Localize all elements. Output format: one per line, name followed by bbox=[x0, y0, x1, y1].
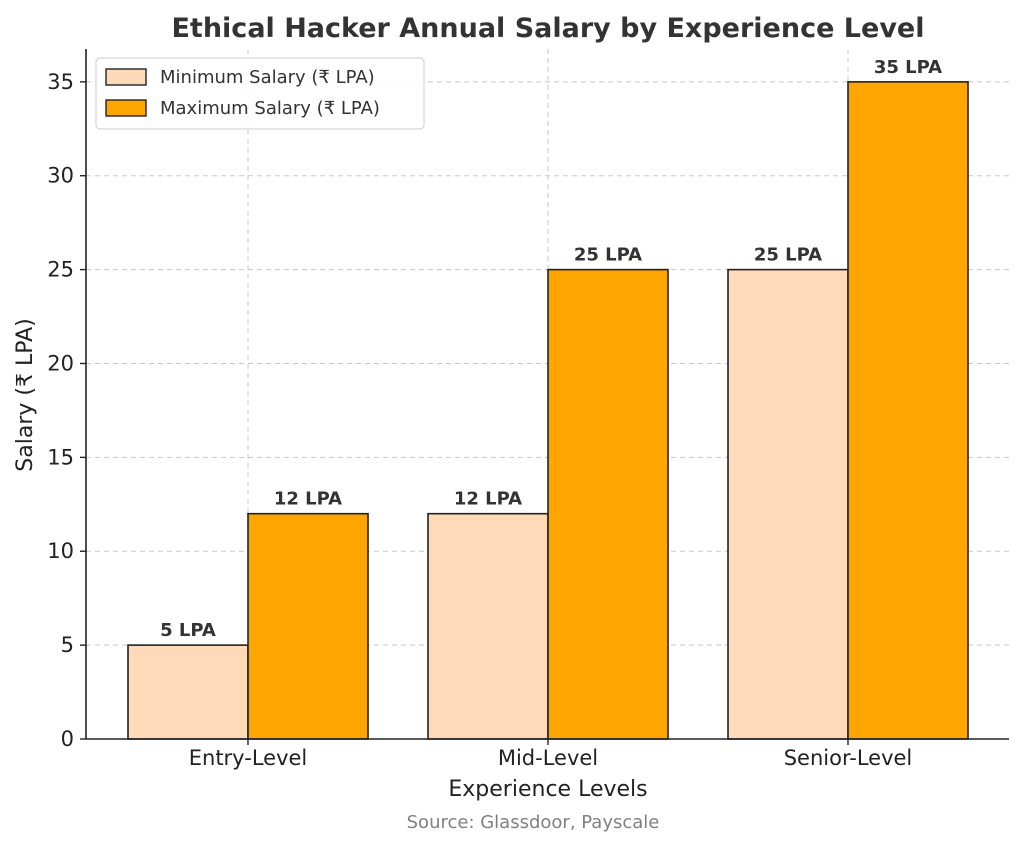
legend: Minimum Salary (₹ LPA) Maximum Salary (₹… bbox=[95, 57, 425, 130]
y-axis-label: Salary (₹ LPA) bbox=[13, 318, 38, 471]
data-label: 12 LPA bbox=[454, 489, 522, 510]
x-tick-label: Senior-Level bbox=[784, 746, 913, 770]
x-tick-label: Entry-Level bbox=[189, 746, 308, 770]
y-tick-label: 10 bbox=[47, 539, 74, 563]
legend-frame bbox=[95, 57, 425, 130]
legend-swatch-minimum bbox=[105, 68, 147, 86]
legend-label-maximum: Maximum Salary (₹ LPA) bbox=[160, 98, 380, 119]
y-tick-label: 0 bbox=[61, 727, 74, 751]
bar-maximum-senior-level bbox=[847, 81, 969, 740]
y-tick-label: 20 bbox=[47, 351, 74, 375]
bar-minimum-senior-level bbox=[727, 268, 849, 740]
bar-minimum-entry-level bbox=[127, 644, 249, 740]
data-label: 25 LPA bbox=[754, 245, 822, 266]
bars bbox=[127, 81, 969, 740]
y-tick-label: 35 bbox=[47, 70, 74, 94]
legend-label-minimum: Minimum Salary (₹ LPA) bbox=[160, 67, 375, 88]
y-tick-label: 25 bbox=[47, 258, 74, 282]
data-label: 25 LPA bbox=[574, 245, 642, 266]
bar-maximum-entry-level bbox=[247, 512, 369, 740]
bar-minimum-mid-level bbox=[427, 512, 549, 740]
data-label: 12 LPA bbox=[274, 489, 342, 510]
y-tick-label: 5 bbox=[61, 633, 74, 657]
bar-maximum-mid-level bbox=[547, 268, 669, 740]
legend-swatch-maximum bbox=[105, 99, 147, 117]
y-tick-label: 15 bbox=[47, 445, 74, 469]
data-label: 35 LPA bbox=[874, 57, 942, 78]
chart-title: Ethical Hacker Annual Salary by Experien… bbox=[171, 13, 924, 44]
x-axis-label: Experience Levels bbox=[448, 777, 647, 802]
y-tick-label: 30 bbox=[47, 164, 74, 188]
source-note: Source: Glassdoor, Payscale bbox=[407, 812, 660, 833]
x-tick-label: Mid-Level bbox=[498, 746, 598, 770]
data-label: 5 LPA bbox=[160, 620, 216, 641]
tick-labels: 0 5 10 15 20 25 30 35 Entry-Level Mid-Level Senior… bbox=[47, 70, 912, 770]
data-labels: 5 LPA 12 LPA 25 LPA 12 LPA 25 LPA 35 LPA bbox=[160, 57, 942, 641]
axes bbox=[80, 49, 1009, 745]
